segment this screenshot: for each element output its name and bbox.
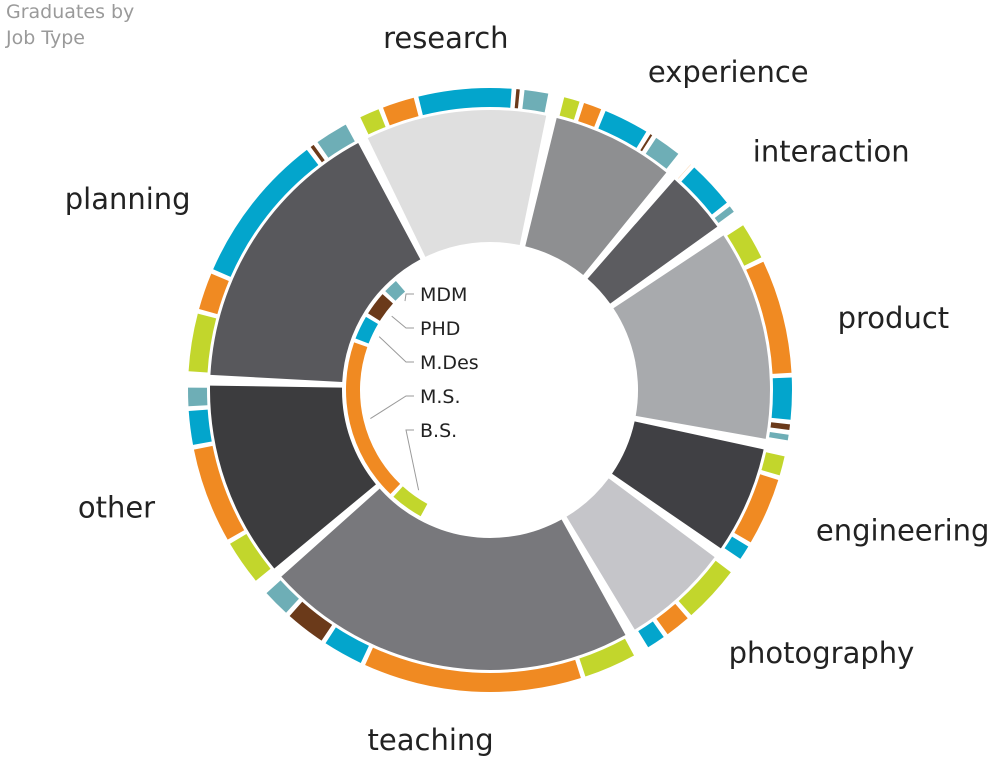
breakdown-segment-experience-phd[interactable]	[640, 134, 653, 152]
breakdown-segment-planning-bs[interactable]	[188, 313, 217, 373]
degree-breakdown-ring	[188, 87, 792, 693]
category-label-planning: planning	[65, 182, 191, 216]
breakdown-segment-teaching-mdes[interactable]	[325, 627, 369, 663]
breakdown-segment-product-bs[interactable]	[727, 225, 762, 266]
legend-leader-ms	[370, 395, 414, 420]
category-label-photography: photography	[729, 636, 915, 670]
degree-segment-mdm[interactable]	[385, 280, 406, 301]
legend-label-mdes: M.Des	[420, 352, 479, 374]
category-segment-other[interactable]	[209, 385, 376, 569]
category-label-engineering: engineering	[816, 514, 990, 548]
category-labels: planning research experience interaction pro…	[65, 21, 990, 757]
category-label-experience: experience	[648, 55, 809, 89]
breakdown-segment-interaction-mdm[interactable]	[714, 206, 734, 224]
category-label-other: other	[78, 491, 155, 525]
breakdown-segment-engineering-mdes[interactable]	[724, 536, 749, 559]
breakdown-segment-interaction-mdes[interactable]	[681, 167, 727, 215]
breakdown-segment-product-mdm[interactable]	[769, 431, 789, 441]
legend-label-bs: B.S.	[420, 420, 457, 442]
degree-segment-bs[interactable]	[393, 486, 428, 517]
breakdown-segment-interaction-ms[interactable]	[678, 164, 691, 179]
chart-title-line-2: Job Type	[5, 27, 85, 49]
breakdown-segment-teaching-ms[interactable]	[365, 647, 581, 693]
breakdown-segment-other-mdes[interactable]	[188, 409, 212, 445]
breakdown-segment-engineering-bs[interactable]	[761, 452, 785, 476]
breakdown-segment-planning-mdm[interactable]	[317, 124, 355, 158]
breakdown-segment-planning-mdes[interactable]	[213, 149, 319, 277]
category-ring	[209, 110, 770, 670]
breakdown-segment-photography-ms[interactable]	[656, 603, 688, 635]
breakdown-segment-experience-mdes[interactable]	[598, 110, 647, 148]
degree-segment-mdes[interactable]	[355, 316, 379, 344]
category-segment-research[interactable]	[367, 110, 547, 257]
degree-legend: MDM PHD M.Des M.S. B.S.	[370, 284, 479, 491]
breakdown-segment-research-phd[interactable]	[514, 89, 520, 109]
breakdown-segment-photography-mdes[interactable]	[638, 621, 664, 648]
degree-inner-ring	[345, 280, 428, 517]
category-label-product: product	[838, 301, 950, 335]
category-segment-engineering[interactable]	[612, 421, 764, 549]
breakdown-segment-teaching-bs[interactable]	[579, 638, 635, 677]
category-segment-photography[interactable]	[566, 478, 715, 630]
breakdown-segment-planning-ms[interactable]	[199, 273, 229, 315]
category-label-teaching: teaching	[368, 723, 494, 757]
degree-segment-phd[interactable]	[368, 294, 393, 321]
legend-leader-mdm	[404, 293, 414, 302]
breakdown-segment-experience-bs[interactable]	[559, 97, 580, 120]
breakdown-segment-product-mdes[interactable]	[771, 377, 792, 420]
breakdown-segment-planning-phd[interactable]	[310, 144, 325, 163]
breakdown-segment-photography-bs[interactable]	[678, 560, 731, 616]
breakdown-segment-teaching-mdm[interactable]	[266, 580, 299, 613]
legend-leader-phd	[391, 315, 414, 329]
category-label-research: research	[383, 21, 508, 55]
category-segment-planning[interactable]	[210, 142, 421, 382]
breakdown-segment-experience-mdm[interactable]	[645, 137, 679, 169]
category-segment-experience[interactable]	[525, 118, 667, 276]
breakdown-segment-engineering-ms[interactable]	[734, 474, 779, 543]
degree-segment-ms[interactable]	[345, 342, 401, 495]
breakdown-segment-other-mdm[interactable]	[188, 387, 208, 407]
breakdown-segment-experience-ms[interactable]	[578, 103, 602, 127]
legend-label-phd: PHD	[420, 318, 460, 340]
legend-label-ms: M.S.	[420, 386, 461, 408]
chart-title-line-1: Graduates by	[6, 1, 134, 23]
breakdown-segment-teaching-phd[interactable]	[289, 601, 333, 641]
breakdown-segment-other-bs[interactable]	[230, 534, 271, 581]
legend-label-mdm: MDM	[420, 284, 467, 306]
breakdown-segment-other-ms[interactable]	[193, 445, 245, 540]
breakdown-segment-research-bs[interactable]	[360, 109, 386, 135]
breakdown-segment-research-mdm[interactable]	[522, 89, 549, 113]
legend-leader-bs	[405, 429, 420, 491]
breakdown-segment-research-ms[interactable]	[383, 97, 419, 126]
legend-leader-mdes	[378, 336, 414, 363]
category-label-interaction: interaction	[753, 134, 910, 168]
category-segment-product[interactable]	[613, 235, 770, 439]
category-segment-interaction[interactable]	[587, 179, 718, 304]
breakdown-segment-product-phd[interactable]	[770, 422, 791, 431]
breakdown-segment-product-ms[interactable]	[746, 261, 792, 374]
breakdown-segment-research-mdes[interactable]	[418, 87, 512, 116]
chart-title: Graduates by Job Type	[5, 1, 134, 49]
category-segment-teaching[interactable]	[281, 488, 626, 670]
